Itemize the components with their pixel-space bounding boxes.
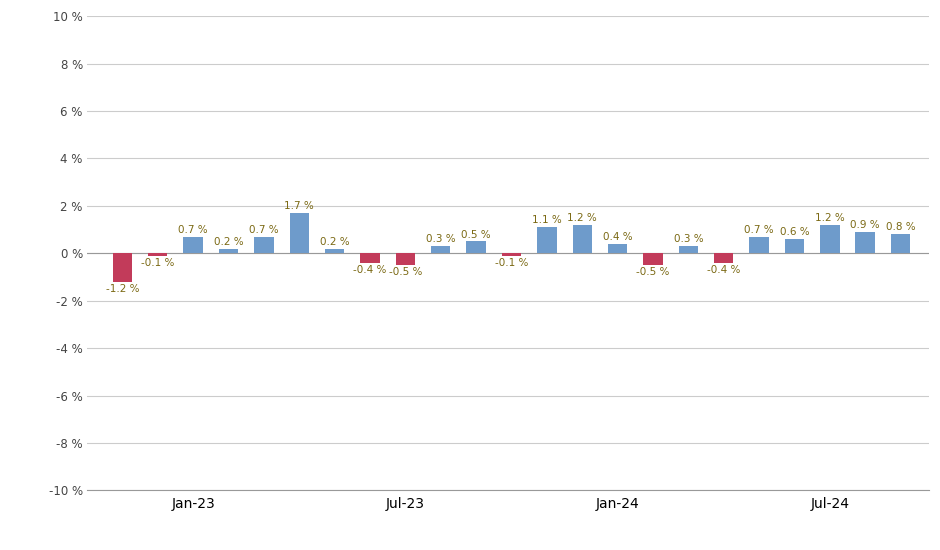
Bar [855,232,875,254]
Bar [679,246,698,254]
Bar [360,254,380,263]
Bar [572,225,592,254]
Bar [891,234,910,254]
Bar [148,254,167,256]
Text: 1.7 %: 1.7 % [285,201,314,211]
Bar [608,244,627,254]
Text: 1.2 %: 1.2 % [568,213,597,223]
Text: 0.2 %: 0.2 % [320,236,350,246]
Bar [537,227,556,254]
Text: 0.7 %: 0.7 % [249,225,278,235]
Bar [466,241,486,254]
Text: -0.5 %: -0.5 % [636,267,669,277]
Text: 0.7 %: 0.7 % [744,225,774,235]
Text: 0.7 %: 0.7 % [179,225,208,235]
Text: -0.4 %: -0.4 % [707,265,741,274]
Text: -0.5 %: -0.5 % [388,267,422,277]
Bar [183,236,203,254]
Text: 0.4 %: 0.4 % [603,232,633,242]
Bar [714,254,733,263]
Bar [643,254,663,265]
Bar [396,254,415,265]
Bar [290,213,309,254]
Text: -0.4 %: -0.4 % [353,265,386,274]
Bar [325,249,344,254]
Bar [113,254,133,282]
Bar [431,246,450,254]
Text: 1.2 %: 1.2 % [815,213,845,223]
Text: 0.9 %: 0.9 % [851,220,880,230]
Text: 0.6 %: 0.6 % [779,227,809,237]
Text: -0.1 %: -0.1 % [494,257,528,267]
Text: 1.1 %: 1.1 % [532,215,562,226]
Text: 0.2 %: 0.2 % [213,236,243,246]
Text: 0.3 %: 0.3 % [426,234,456,244]
Text: -0.1 %: -0.1 % [141,257,175,267]
Bar [502,254,521,256]
Text: 0.8 %: 0.8 % [885,222,916,233]
Bar [219,249,238,254]
Bar [254,236,274,254]
Text: 0.3 %: 0.3 % [674,234,703,244]
Bar [785,239,805,254]
Text: -1.2 %: -1.2 % [105,284,139,294]
Text: 0.5 %: 0.5 % [462,229,491,239]
Bar [820,225,839,254]
Bar [749,236,769,254]
